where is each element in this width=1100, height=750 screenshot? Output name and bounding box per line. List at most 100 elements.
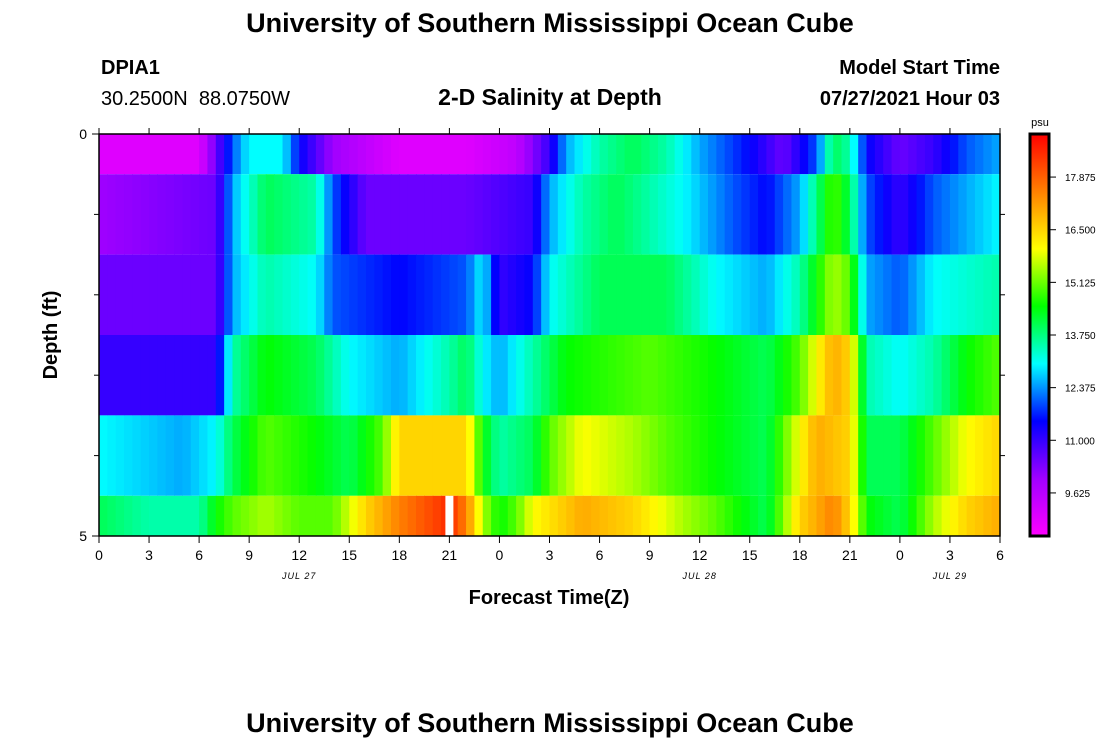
heatmap-cell (424, 134, 434, 175)
heatmap-cell (332, 415, 342, 496)
heatmap-cell (315, 254, 325, 335)
heatmap-cell (324, 134, 334, 175)
model-start-value: 07/27/2021 Hour 03 (819, 88, 1000, 110)
heatmap-cell (783, 254, 793, 335)
heatmap-cell (357, 254, 367, 335)
heatmap-cell (708, 495, 717, 536)
heatmap-cell (607, 254, 617, 335)
heatmap-cell (466, 335, 476, 416)
heatmap-cell (699, 415, 709, 496)
x-tick-label: 3 (546, 547, 554, 563)
heatmap-cell (457, 134, 467, 175)
heatmap-cell (941, 254, 951, 335)
heatmap-cell (315, 335, 325, 416)
heatmap-cell (190, 495, 200, 536)
heatmap-cell (791, 134, 801, 175)
heatmap-cell (265, 174, 275, 255)
heatmap-cell (132, 134, 142, 175)
heatmap-cell (290, 254, 300, 335)
heatmap-cell (215, 415, 225, 496)
heatmap-cell (682, 415, 692, 496)
heatmap-cell (290, 495, 300, 536)
heatmap-cell (282, 495, 292, 536)
heatmap-cell (808, 415, 818, 496)
heatmap-cell (374, 174, 384, 255)
heatmap-cell (174, 134, 184, 175)
heatmap-cell (774, 254, 784, 335)
heatmap-cell (616, 254, 626, 335)
heatmap-cell (783, 174, 793, 255)
heatmap-cell (507, 174, 517, 255)
heatmap-cell (357, 415, 367, 496)
heatmap-cell (949, 174, 959, 255)
heatmap-cell (424, 415, 434, 496)
heatmap-cell (449, 254, 459, 335)
heatmap-cell (449, 335, 459, 416)
heatmap-cell (758, 335, 767, 416)
heatmap-cell (891, 254, 901, 335)
heatmap-cell (124, 335, 133, 416)
heatmap-cell (924, 495, 934, 536)
heatmap-cell (991, 174, 1001, 255)
heatmap-cell (566, 134, 576, 175)
heatmap-cell (824, 254, 834, 335)
heatmap-cell (457, 174, 467, 255)
heatmap-cell (949, 134, 959, 175)
heatmap-cell (224, 134, 234, 175)
heatmap-cell (824, 174, 834, 255)
heatmap-cell (199, 495, 209, 536)
heatmap-cell (165, 495, 175, 536)
heatmap-cell (749, 415, 759, 496)
heatmap-cell (357, 495, 367, 536)
heatmap-cell (416, 335, 425, 416)
heatmap-cell (841, 134, 851, 175)
heatmap-cell (541, 174, 551, 255)
heatmap-cell (182, 495, 192, 536)
heatmap-cell (516, 335, 526, 416)
heatmap-cell (541, 415, 551, 496)
heatmap-cell (874, 254, 884, 335)
heatmap-cell (833, 134, 843, 175)
heatmap-cell (482, 415, 492, 496)
station-coordinates: 30.2500N 88.0750W (101, 88, 291, 110)
x-tick-label: 0 (95, 547, 103, 563)
heatmap-cell (891, 335, 901, 416)
heatmap-cell (365, 495, 375, 536)
heatmap-cell (240, 254, 250, 335)
heatmap-cell (524, 134, 534, 175)
heatmap-cell (582, 174, 592, 255)
heatmap-cell (724, 174, 734, 255)
heatmap-cell (107, 335, 117, 416)
heatmap-cell (107, 415, 117, 496)
heatmap-cell (390, 335, 400, 416)
heatmap-cell (324, 415, 334, 496)
heatmap-cell (274, 254, 284, 335)
heatmap-cell (549, 495, 559, 536)
heatmap-cell (165, 134, 175, 175)
heatmap-cell (257, 134, 267, 175)
heatmap-cell (974, 134, 984, 175)
heatmap-cell (232, 134, 242, 175)
colorbar-tick-label: 13.750 (1065, 331, 1096, 342)
heatmap-cell (374, 415, 384, 496)
heatmap-cell (190, 335, 200, 416)
heatmap-cell (349, 174, 359, 255)
heatmap-cell (232, 335, 242, 416)
heatmap-cell (557, 254, 567, 335)
heatmap-cell (749, 495, 759, 536)
heatmap-cell (724, 335, 734, 416)
heatmap-cell (299, 335, 309, 416)
heatmap-cell (257, 254, 267, 335)
heatmap-cell (908, 415, 918, 496)
heatmap-cell (190, 174, 200, 255)
heatmap-cell (666, 174, 676, 255)
heatmap-cell (390, 495, 400, 536)
heatmap-cell (457, 415, 467, 496)
heatmap-cell (599, 174, 609, 255)
heatmap-cell (958, 415, 968, 496)
heatmap-cell (249, 495, 259, 536)
heatmap-cell (874, 134, 884, 175)
x-tick-label: 6 (596, 547, 604, 563)
heatmap-cell (257, 174, 267, 255)
heatmap-cell (315, 495, 325, 536)
